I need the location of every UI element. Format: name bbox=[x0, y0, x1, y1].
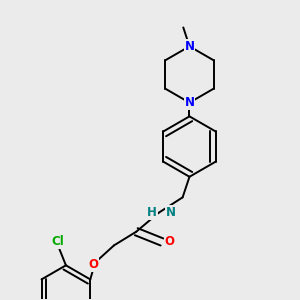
Text: O: O bbox=[88, 258, 98, 271]
Text: H: H bbox=[147, 206, 157, 219]
Text: N: N bbox=[184, 96, 194, 109]
Text: N: N bbox=[166, 206, 176, 219]
Text: O: O bbox=[165, 236, 175, 248]
Text: Cl: Cl bbox=[51, 236, 64, 248]
Text: N: N bbox=[184, 40, 194, 53]
